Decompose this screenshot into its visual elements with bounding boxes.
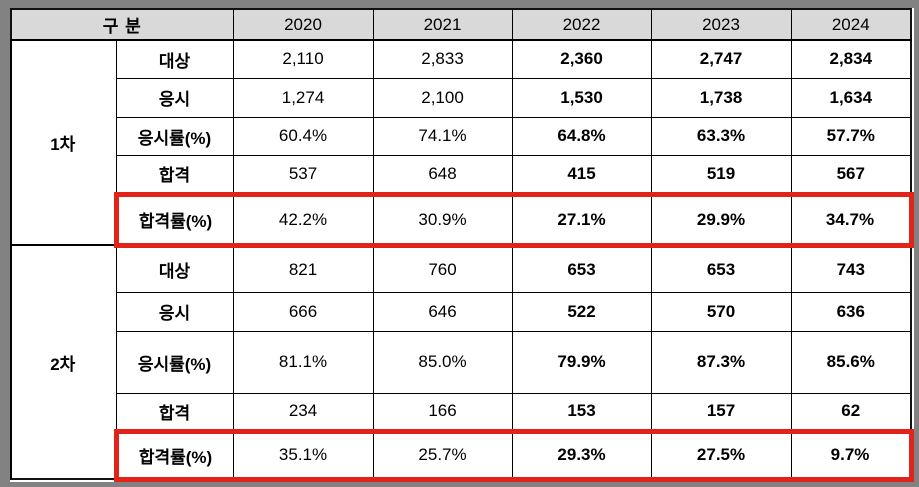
value-cell: 2,360	[511, 39, 652, 79]
value-cell: 64.8%	[511, 116, 652, 156]
pass-rate-row-highlighted: 합격률(%) 42.2% 30.9% 27.1% 29.9% 34.7%	[11, 191, 914, 248]
value-cell: 760	[372, 244, 513, 293]
value-cell: 157	[650, 392, 792, 432]
row-label: 합격	[115, 154, 234, 195]
table-row: 응시 666 646 522 570 636	[11, 291, 912, 332]
value-cell: 648	[372, 154, 513, 195]
value-cell: 85.6%	[790, 330, 912, 394]
corner-header: 구 분	[10, 8, 234, 41]
value-cell: 636	[790, 291, 912, 332]
group-label-round1: 1차	[10, 39, 117, 246]
year-header-2023: 2023	[650, 8, 792, 41]
header-row: 구 분 2020 2021 2022 2023 2024	[10, 8, 912, 41]
value-cell: 87.3%	[650, 330, 792, 394]
value-cell: 2,110	[232, 39, 374, 79]
value-cell: 74.1%	[372, 116, 513, 156]
value-cell: 2,834	[790, 39, 912, 79]
value-cell: 166	[372, 392, 513, 432]
value-cell: 570	[650, 291, 792, 332]
value-cell: 42.2%	[232, 191, 374, 248]
value-cell: 2,100	[372, 77, 513, 118]
table-row: 합격 537 648 415 519 567	[11, 154, 912, 195]
table-row: 응시 1,274 2,100 1,530 1,738 1,634	[11, 77, 912, 118]
table-row: 응시률(%) 60.4% 74.1% 64.8% 63.3% 57.7%	[11, 116, 912, 156]
value-cell: 519	[650, 154, 792, 195]
row-label: 합격률(%)	[113, 191, 234, 248]
year-header-2024: 2024	[790, 8, 912, 41]
row-label: 합격률(%)	[113, 428, 234, 482]
value-cell: 27.1%	[511, 191, 652, 248]
exam-statistics-table: 구 분 2020 2021 2022 2023 2024 1차 대상 2,110…	[10, 8, 914, 482]
row-label: 합격	[115, 392, 234, 432]
table-row: 응시률(%) 81.1% 85.0% 79.9% 87.3% 85.6%	[11, 330, 912, 394]
value-cell: 666	[232, 291, 374, 332]
value-cell: 2,833	[372, 39, 513, 79]
value-cell: 653	[650, 244, 792, 293]
row-label: 응시률(%)	[115, 116, 234, 156]
value-cell: 60.4%	[232, 116, 374, 156]
row-label: 응시률(%)	[115, 330, 234, 394]
value-cell: 234	[232, 392, 374, 432]
row-label: 대상	[115, 39, 234, 79]
value-cell: 567	[790, 154, 912, 195]
row-label: 대상	[115, 244, 234, 293]
value-cell: 415	[511, 154, 652, 195]
value-cell: 35.1%	[232, 428, 374, 482]
value-cell: 646	[372, 291, 513, 332]
exam-statistics-table-wrap: 구 분 2020 2021 2022 2023 2024 1차 대상 2,110…	[10, 8, 914, 482]
value-cell: 1,274	[232, 77, 374, 118]
value-cell: 29.3%	[511, 428, 652, 482]
pass-rate-row-highlighted: 합격률(%) 35.1% 25.7% 29.3% 27.5% 9.7%	[11, 428, 914, 482]
value-cell: 9.7%	[790, 428, 914, 482]
value-cell: 25.7%	[372, 428, 513, 482]
value-cell: 34.7%	[790, 191, 914, 248]
value-cell: 1,530	[511, 77, 652, 118]
value-cell: 81.1%	[232, 330, 374, 394]
year-header-2022: 2022	[511, 8, 652, 41]
row-label: 응시	[115, 291, 234, 332]
value-cell: 821	[232, 244, 374, 293]
value-cell: 29.9%	[650, 191, 792, 248]
group-label-round2: 2차	[10, 244, 117, 480]
year-header-2021: 2021	[372, 8, 513, 41]
value-cell: 30.9%	[372, 191, 513, 248]
value-cell: 1,738	[650, 77, 792, 118]
value-cell: 653	[511, 244, 652, 293]
value-cell: 522	[511, 291, 652, 332]
value-cell: 743	[790, 244, 912, 293]
table-row: 합격 234 166 153 157 62	[11, 392, 912, 432]
table-row: 2차 대상 821 760 653 653 743	[10, 244, 912, 480]
table-row: 1차 대상 2,110 2,833 2,360 2,747 2,834	[10, 39, 912, 246]
value-cell: 537	[232, 154, 374, 195]
year-header-2020: 2020	[232, 8, 374, 41]
value-cell: 1,634	[790, 77, 912, 118]
value-cell: 79.9%	[511, 330, 652, 394]
value-cell: 27.5%	[650, 428, 792, 482]
row-label: 응시	[115, 77, 234, 118]
value-cell: 63.3%	[650, 116, 792, 156]
value-cell: 85.0%	[372, 330, 513, 394]
value-cell: 62	[790, 392, 912, 432]
value-cell: 2,747	[650, 39, 792, 79]
value-cell: 57.7%	[790, 116, 912, 156]
value-cell: 153	[511, 392, 652, 432]
